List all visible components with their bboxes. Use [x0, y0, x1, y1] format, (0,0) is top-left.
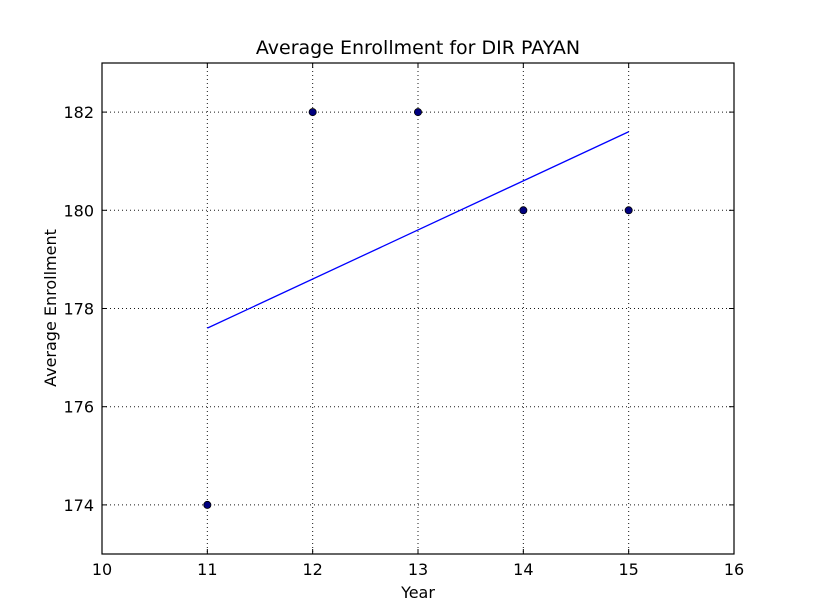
y-tick-label: 176	[63, 398, 94, 417]
x-tick-label: 12	[302, 560, 322, 579]
x-tick-label: 14	[513, 560, 533, 579]
grid-lines	[102, 63, 734, 554]
data-point	[519, 206, 528, 215]
x-tick-label: 10	[92, 560, 112, 579]
fit-line-layer	[207, 131, 629, 329]
y-tick-label: 182	[63, 103, 94, 122]
data-point	[413, 108, 422, 117]
x-tick-label: 16	[724, 560, 744, 579]
data-point	[624, 206, 633, 215]
x-axis-label: Year	[400, 583, 435, 602]
y-tick-label: 178	[63, 300, 94, 319]
axis-ticks: 10 11 12 13 14 15 16 174 176 178 180 182	[63, 63, 744, 579]
data-points	[203, 108, 633, 509]
data-point	[203, 500, 212, 509]
x-tick-label: 13	[408, 560, 428, 579]
chart-title: Average Enrollment for DIR PAYAN	[256, 37, 580, 59]
y-axis-label: Average Enrollment	[41, 229, 60, 387]
data-point	[308, 108, 317, 117]
y-tick-label: 174	[63, 496, 94, 515]
y-tick-label: 180	[63, 201, 94, 220]
x-tick-label: 15	[618, 560, 638, 579]
x-tick-label: 11	[197, 560, 217, 579]
fit-line	[207, 131, 629, 329]
